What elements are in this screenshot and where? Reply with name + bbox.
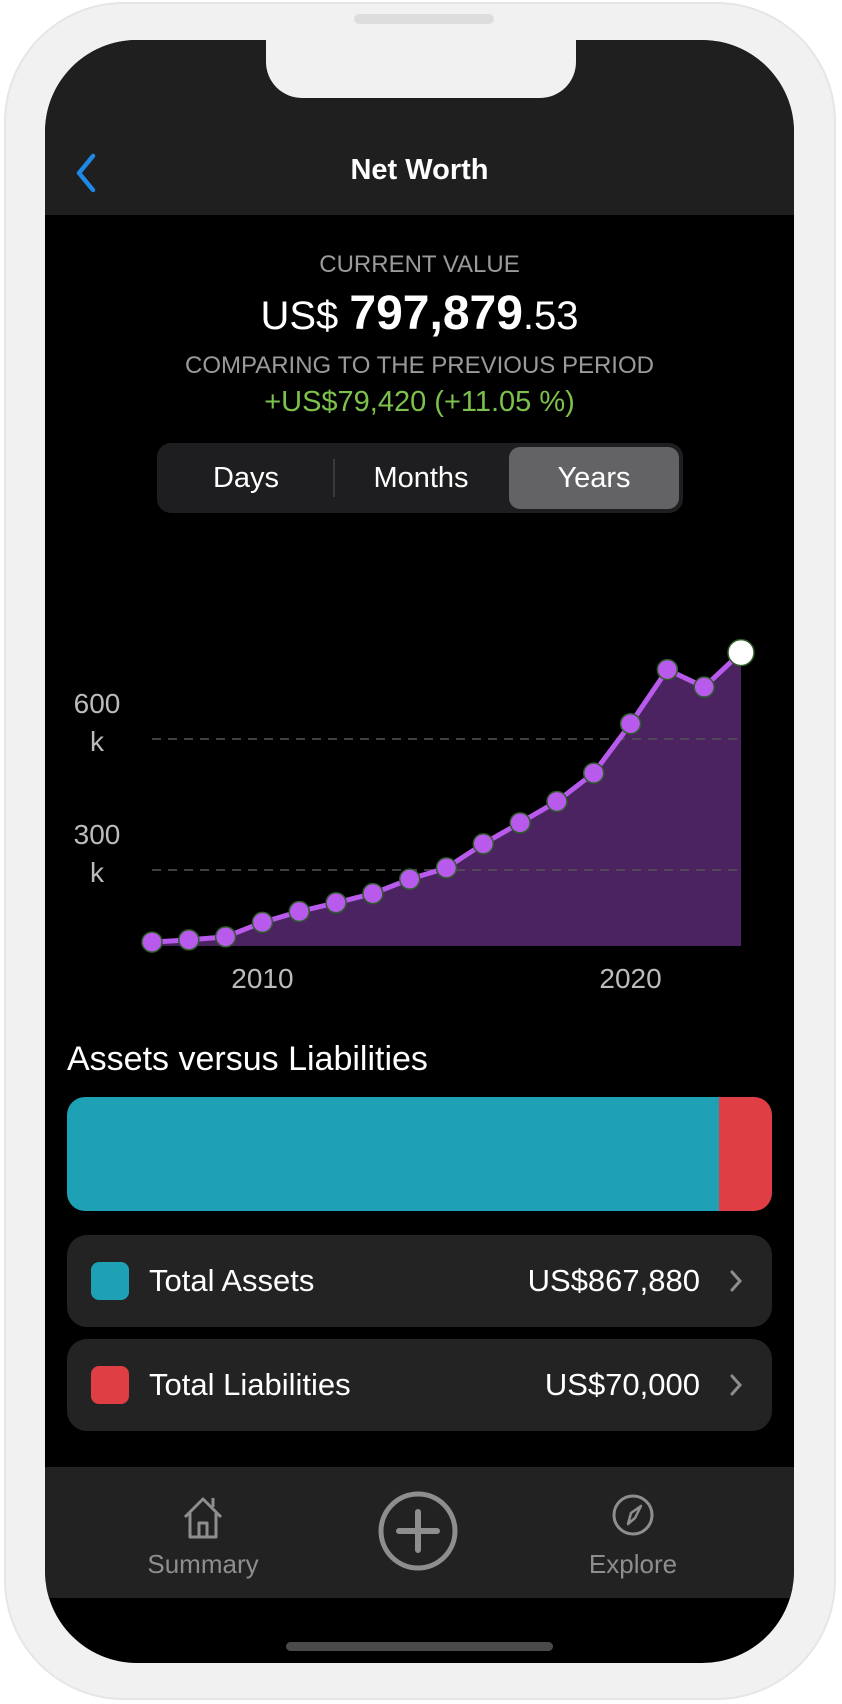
tab-explore[interactable]: Explore (553, 1467, 713, 1598)
assets-color-swatch (91, 1262, 129, 1300)
row-value: US$867,880 (527, 1263, 700, 1298)
segment-years[interactable]: Years (509, 447, 679, 509)
compare-label: COMPARING TO THE PREVIOUS PERIOD (185, 352, 654, 379)
liabilities-color-swatch (91, 1366, 129, 1404)
segment-days[interactable]: Days (212, 462, 280, 494)
data-point (141, 931, 163, 953)
data-point (509, 812, 531, 834)
value-decimals: .53 (522, 294, 579, 338)
segment-divider (333, 459, 335, 497)
page-title: Net Worth (350, 154, 489, 186)
currency: US$ (260, 294, 339, 338)
current-value: US$ 797,879.53 (45, 286, 794, 341)
current-data-point (727, 638, 755, 667)
compass-icon (612, 1494, 654, 1536)
assets-liabilities-bar (67, 1097, 772, 1211)
data-point (362, 882, 384, 905)
section-title: Assets versus Liabilities (67, 1040, 428, 1078)
x-tick-label: 2020 (599, 963, 661, 994)
net-worth-chart: 300 k 600 k 2010 2020 (74, 638, 755, 994)
notch (266, 40, 576, 98)
data-point (583, 762, 605, 784)
house-icon (183, 1497, 223, 1539)
data-point (178, 929, 200, 951)
data-point (288, 900, 310, 923)
tab-summary[interactable]: Summary (123, 1467, 283, 1598)
screen: Net Worth CURRENT VALUE US$ 797,879.53 C… (45, 40, 794, 1663)
period-segmented-control: Days Months Years (157, 443, 683, 513)
liabilities-bar-segment (719, 1097, 772, 1211)
area-fill (152, 652, 741, 946)
data-point (472, 833, 495, 855)
segment-months[interactable]: Months (373, 462, 469, 494)
x-tick-label: 2010 (231, 963, 293, 994)
tab-label: Explore (588, 1549, 678, 1579)
home-indicator[interactable] (286, 1642, 553, 1651)
change-value: +US$79,420 (+11.05 %) (264, 386, 575, 418)
y-tick-label: 300 (74, 819, 121, 850)
row-value: US$70,000 (544, 1367, 700, 1402)
chevron-right-icon (730, 1270, 743, 1292)
tab-label: Summary (147, 1549, 259, 1579)
y-tick-label: 600 (74, 688, 121, 719)
row-label: Total Liabilities (149, 1367, 351, 1402)
data-point (435, 857, 458, 879)
chevron-left-icon (76, 153, 96, 193)
tab-bar: Summary Explore (45, 1467, 794, 1598)
data-point (546, 790, 568, 813)
assets-bar-segment (67, 1097, 720, 1211)
data-point (619, 712, 642, 735)
data-point (251, 911, 274, 934)
back-button[interactable] (69, 150, 109, 196)
data-point (214, 926, 237, 948)
current-value-label: CURRENT VALUE (319, 251, 520, 278)
data-point (398, 868, 421, 890)
speaker (354, 14, 494, 24)
total-assets-row[interactable]: Total Assets US$867,880 (67, 1235, 772, 1327)
total-liabilities-row[interactable]: Total Liabilities US$70,000 (67, 1339, 772, 1431)
y-tick-unit: k (90, 857, 105, 888)
row-label: Total Assets (149, 1263, 315, 1298)
data-point (656, 658, 679, 681)
nav-bar: Net Worth (45, 40, 794, 215)
add-button[interactable] (377, 1490, 459, 1572)
data-point (693, 676, 715, 698)
plus-circle-icon (378, 1491, 458, 1571)
chevron-right-icon (730, 1374, 743, 1396)
y-tick-unit: k (90, 726, 105, 757)
data-point (325, 892, 347, 914)
value-main: 797,879 (349, 287, 523, 340)
